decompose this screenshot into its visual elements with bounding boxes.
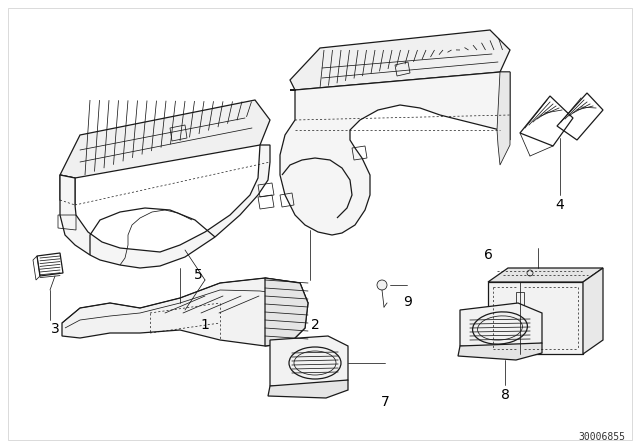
Text: 7: 7 xyxy=(381,395,389,409)
Polygon shape xyxy=(583,268,603,354)
Circle shape xyxy=(377,280,387,290)
Polygon shape xyxy=(488,282,583,354)
Text: 3: 3 xyxy=(51,322,60,336)
Text: 4: 4 xyxy=(556,198,564,212)
Text: 1: 1 xyxy=(200,318,209,332)
Text: 8: 8 xyxy=(500,388,509,402)
Text: 2: 2 xyxy=(310,318,319,332)
Polygon shape xyxy=(270,336,348,388)
Polygon shape xyxy=(60,145,270,268)
Polygon shape xyxy=(460,303,542,350)
Text: 6: 6 xyxy=(484,248,492,262)
Polygon shape xyxy=(265,278,308,346)
Polygon shape xyxy=(268,380,348,398)
Text: 9: 9 xyxy=(404,295,412,309)
Polygon shape xyxy=(458,343,542,360)
Polygon shape xyxy=(290,30,510,90)
Polygon shape xyxy=(60,175,75,205)
Text: 5: 5 xyxy=(194,268,202,282)
Polygon shape xyxy=(280,72,510,235)
Polygon shape xyxy=(488,268,603,282)
Polygon shape xyxy=(60,100,270,178)
Text: 30006855: 30006855 xyxy=(578,432,625,442)
Polygon shape xyxy=(62,278,308,346)
Polygon shape xyxy=(497,72,510,165)
